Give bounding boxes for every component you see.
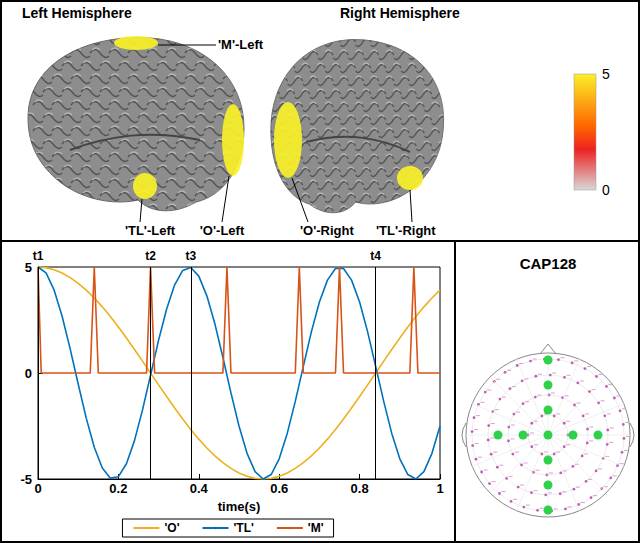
svg-text:0: 0	[34, 481, 41, 496]
svg-text:0.4: 0.4	[190, 481, 209, 496]
svg-text:0.8: 0.8	[351, 481, 369, 496]
svg-text:0: 0	[25, 366, 32, 381]
svg-text:'O'-Left: 'O'-Left	[200, 223, 245, 238]
svg-text:'M': 'M'	[308, 521, 324, 535]
svg-text:'TL': 'TL'	[233, 521, 254, 535]
svg-text:t4: t4	[370, 249, 381, 263]
svg-text:0: 0	[602, 182, 610, 198]
svg-text:'O': 'O'	[164, 521, 179, 535]
svg-text:time(s): time(s)	[218, 499, 261, 514]
svg-text:-5: -5	[20, 472, 32, 487]
svg-text:0.6: 0.6	[270, 481, 288, 496]
svg-text:5: 5	[25, 260, 32, 275]
svg-text:Right Hemisphere: Right Hemisphere	[340, 5, 460, 21]
svg-text:Left Hemisphere: Left Hemisphere	[22, 5, 132, 21]
svg-text:0.2: 0.2	[109, 481, 127, 496]
svg-text:5: 5	[602, 66, 610, 82]
svg-text:CAP128: CAP128	[520, 255, 577, 272]
svg-text:'M'-Left: 'M'-Left	[218, 37, 264, 52]
svg-text:t3: t3	[185, 249, 196, 263]
svg-text:t1: t1	[33, 249, 44, 263]
svg-text:t2: t2	[145, 249, 156, 263]
svg-text:1: 1	[436, 481, 443, 496]
svg-text:'TL'-Left: 'TL'-Left	[125, 223, 176, 238]
svg-text:'TL'-Right: 'TL'-Right	[376, 223, 436, 238]
svg-text:'O'-Right: 'O'-Right	[300, 223, 355, 238]
